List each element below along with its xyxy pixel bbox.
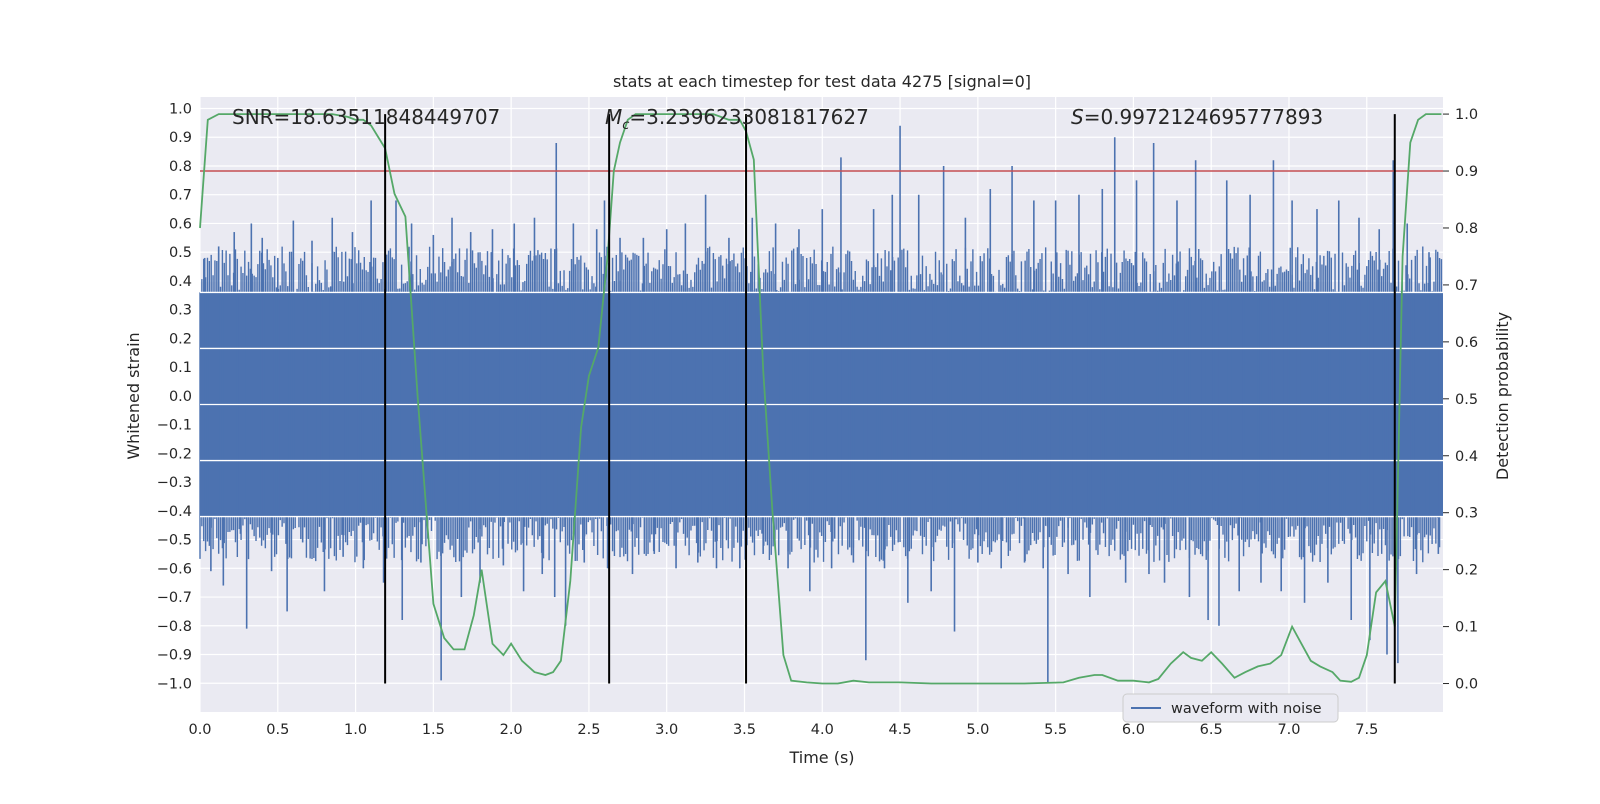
tick-labels: 0.0 0.5 1.0 1.5 2.0 2.5 3.0 3.5 4.0 4.5 5.0 5.5 6.0 6… (157, 101, 1478, 738)
y2-tick-label: 0.2 (1455, 563, 1478, 579)
y-tick-label: −0.6 (157, 561, 192, 577)
y2-tick-label: 0.9 (1455, 164, 1478, 180)
y2-axis-title: Detection probability (1493, 312, 1512, 480)
s-symbol: S (1071, 105, 1084, 129)
y-tick-label: −1.0 (157, 676, 192, 692)
y-tick-label: −0.4 (157, 504, 192, 520)
y-tick-label: 0.3 (169, 303, 192, 319)
x-tick-label: 1.0 (344, 722, 367, 738)
y-tick-label: 0.2 (169, 331, 192, 347)
y2-tick-label: 0.0 (1455, 677, 1478, 693)
y2-tick-label: 0.8 (1455, 221, 1478, 237)
snr-annotation: SNR=18.63511848449707 (232, 105, 500, 129)
y2-tick-label: 0.4 (1455, 449, 1478, 465)
white-band-lines (200, 291, 1443, 518)
y-tick-label: 0.9 (169, 130, 192, 146)
s-value: =0.9972124695777893 (1084, 105, 1323, 129)
s-annotation: S=0.9972124695777893 (1071, 105, 1323, 129)
y2-tick-label: 0.5 (1455, 392, 1478, 408)
chirp-mass-subscript: c (622, 118, 629, 133)
x-tick-label: 7.5 (1355, 722, 1378, 738)
y-tick-label: −0.3 (157, 475, 192, 491)
x-tick-label: 5.5 (1044, 722, 1067, 738)
y-tick-label: 0.0 (169, 389, 192, 405)
x-tick-label: 4.5 (889, 722, 912, 738)
legend-box (1122, 693, 1339, 723)
y-tick-label: −0.9 (157, 648, 192, 664)
chirp-mass-annotation: Mc=3.2396233081817627 (605, 105, 869, 133)
x-tick-label: 0.5 (266, 722, 289, 738)
y-tick-label: −0.5 (157, 533, 192, 549)
x-tick-label: 4.0 (811, 722, 834, 738)
x-tick-label: 6.0 (1122, 722, 1145, 738)
y2-tick-label: 1.0 (1455, 107, 1478, 123)
x-tick-label: 7.0 (1277, 722, 1300, 738)
y2-tick-label: 0.3 (1455, 506, 1478, 522)
x-tick-label: 5.0 (966, 722, 989, 738)
y-tick-label: −0.1 (157, 418, 192, 434)
chirp-mass-value: =3.2396233081817627 (629, 105, 868, 129)
legend: waveform with noise (1122, 693, 1339, 723)
y-tick-label: −0.7 (157, 590, 192, 606)
y-axis-title: Whitened strain (124, 332, 143, 459)
y-tick-label: 0.6 (169, 216, 192, 232)
x-tick-label: 0.0 (188, 722, 211, 738)
probability-series (199, 113, 1442, 685)
chirp-mass-symbol: M (605, 105, 622, 129)
y-tick-label: 0.4 (169, 274, 192, 290)
chart-title: stats at each timestep for test data 427… (613, 72, 1031, 91)
vertical-markers (384, 114, 1396, 684)
y2-tick-label: 0.1 (1455, 620, 1478, 636)
y-tick-label: 0.5 (169, 245, 192, 261)
y-tick-label: −0.8 (157, 619, 192, 635)
x-axis-title: Time (s) (788, 748, 854, 767)
detection-probability-line (199, 113, 1442, 685)
x-tick-label: 2.5 (577, 722, 600, 738)
y2-tick-label: 0.6 (1455, 335, 1478, 351)
y-tick-label: 0.8 (169, 159, 192, 175)
waveform-series (199, 125, 1443, 684)
x-tick-label: 6.5 (1200, 722, 1223, 738)
x-tick-label: 2.0 (500, 722, 523, 738)
x-tick-label: 3.5 (733, 722, 756, 738)
y-tick-label: 0.1 (169, 360, 192, 376)
x-tick-label: 1.5 (422, 722, 445, 738)
legend-label-waveform: waveform with noise (1171, 701, 1322, 717)
y-tick-label: −0.2 (157, 446, 192, 462)
y-tick-label: 0.7 (169, 188, 192, 204)
x-tick-label: 3.0 (655, 722, 678, 738)
y-tick-label: 1.0 (169, 101, 192, 117)
y2-tick-label: 0.7 (1455, 278, 1478, 294)
